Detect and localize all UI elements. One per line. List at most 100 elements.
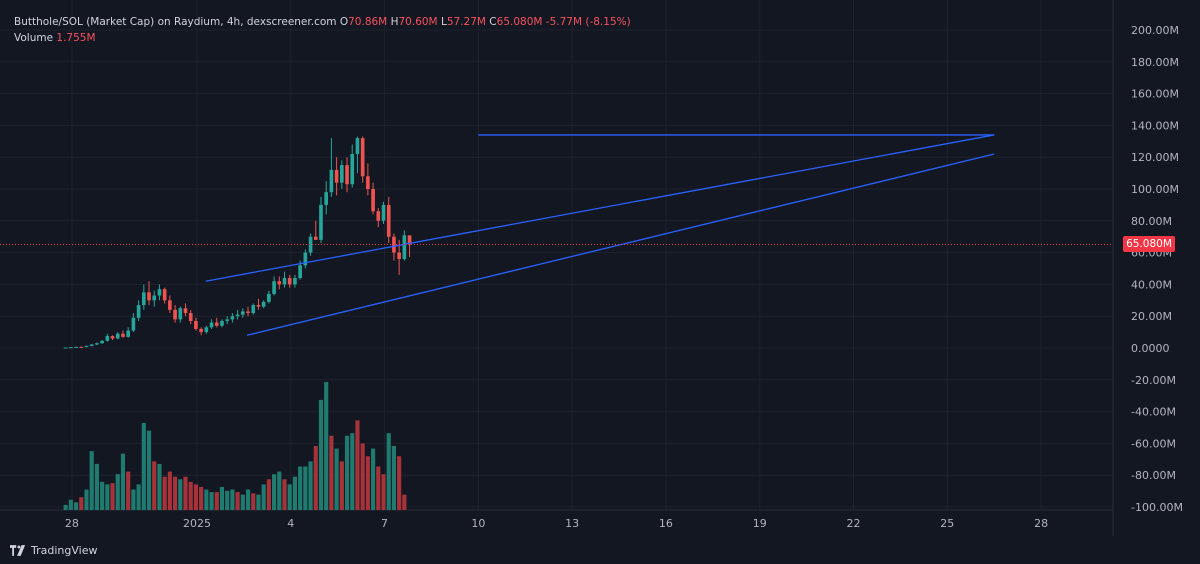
candle-body	[319, 204, 323, 240]
x-tick-label: 28	[65, 517, 79, 530]
candle-body	[381, 204, 386, 221]
candle-body	[157, 289, 162, 296]
volume-bar	[303, 466, 308, 510]
lower-wedge-line[interactable]	[246, 153, 995, 336]
volume-bar	[162, 476, 167, 510]
volume-bar	[157, 463, 162, 510]
candle-body	[95, 343, 99, 345]
candle-body	[308, 236, 313, 253]
volume-bar	[193, 484, 199, 510]
candle-body	[100, 340, 104, 344]
volume-bar	[271, 474, 277, 510]
volume-bar	[256, 494, 261, 510]
tradingview-brand[interactable]: TradingView	[10, 544, 97, 557]
volume-bar	[167, 471, 172, 510]
volume-bar	[219, 486, 225, 510]
last-price-tag: 65.080M	[1123, 236, 1175, 252]
candle-body	[345, 165, 349, 185]
volume-bar	[324, 382, 329, 510]
volume-bar	[391, 446, 397, 510]
volume-bar	[282, 479, 287, 510]
volume-bar	[178, 479, 183, 510]
candle-body	[225, 319, 230, 321]
candle-body	[240, 311, 245, 315]
candle-body	[246, 311, 250, 314]
y-tick-label: 40.00M	[1131, 278, 1172, 291]
candle-body	[168, 300, 172, 310]
volume-bar	[172, 476, 178, 510]
candle-body	[141, 292, 146, 306]
volume-bar	[334, 448, 339, 510]
candle-body	[386, 204, 391, 237]
time-axis[interactable]: 28 2025 4 7 10 13 16 19 22 25 28	[65, 517, 1048, 530]
x-tick-label: 10	[471, 517, 485, 530]
candle-body	[126, 330, 131, 337]
volume-bar	[277, 471, 282, 510]
candle-body	[110, 336, 115, 339]
close-value: 65.080M	[496, 16, 543, 28]
volume-bar	[240, 494, 245, 510]
volume-bar	[68, 499, 73, 510]
volume-bar	[292, 476, 298, 510]
trendline-drawings[interactable]	[205, 134, 995, 336]
candlestick-series	[63, 136, 412, 349]
volume-bar	[120, 453, 126, 510]
volume-bar	[188, 481, 193, 510]
candle-body	[339, 165, 344, 183]
x-tick-label: 28	[1034, 517, 1048, 530]
volume-bar	[73, 502, 79, 510]
candle-body	[79, 346, 84, 348]
volume-bar	[209, 492, 214, 510]
candle-body	[282, 278, 287, 285]
volume-bar	[152, 461, 157, 510]
volume-bar	[344, 435, 350, 510]
tradingview-logo-icon	[10, 545, 26, 556]
open-value: 70.86M	[348, 16, 388, 28]
y-tick-label: -100.00M	[1131, 501, 1183, 514]
symbol-title[interactable]: Butthole/SOL (Market Cap) on Raydium, 4h…	[14, 16, 337, 28]
high-key: H	[390, 16, 399, 28]
volume-bar	[146, 430, 152, 510]
volume-bar	[225, 490, 230, 510]
candle-body	[74, 346, 78, 348]
candle-body	[293, 278, 297, 285]
volume-bar	[141, 422, 146, 510]
price-axis[interactable]: 200.00M 180.00M 160.00M 140.00M 120.00M 100.0…	[1131, 24, 1183, 514]
y-tick-label: 160.00M	[1131, 88, 1179, 101]
volume-bar	[183, 476, 188, 510]
candle-body	[324, 192, 329, 205]
open-key: O	[339, 16, 349, 28]
x-tick-label: 2025	[183, 517, 211, 530]
candle-body	[220, 320, 224, 326]
candle-body	[188, 313, 193, 321]
x-tick-label: 25	[940, 517, 954, 530]
candle-body	[121, 333, 125, 337]
candle-body	[287, 278, 292, 285]
candle-body	[334, 169, 339, 183]
volume-bar	[308, 461, 313, 510]
volume-bar	[235, 492, 240, 510]
candle-body	[178, 308, 183, 320]
upper-wedge-line[interactable]	[205, 134, 995, 282]
candle-body	[69, 347, 73, 349]
volume-bar	[131, 489, 136, 510]
y-tick-label: 80.00M	[1131, 215, 1172, 228]
volume-bar	[110, 483, 115, 510]
candle-body	[214, 322, 219, 326]
candle-body	[136, 305, 141, 318]
volume-bar	[318, 399, 324, 510]
candle-body	[366, 176, 370, 189]
candle-body	[267, 293, 271, 302]
x-tick-label: 13	[565, 517, 579, 530]
change-value: -5.77M (-8.15%)	[545, 16, 631, 28]
candle-body	[376, 211, 381, 221]
candle-body	[397, 252, 401, 259]
volume-bar	[100, 481, 105, 510]
volume-bar	[355, 420, 360, 510]
candle-body	[89, 344, 94, 346]
volume-bar	[360, 443, 365, 510]
candle-body	[131, 317, 136, 331]
volume-bar	[105, 484, 110, 510]
candle-body	[298, 265, 302, 279]
